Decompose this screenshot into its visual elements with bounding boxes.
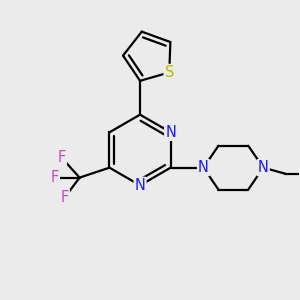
- Text: N: N: [165, 125, 176, 140]
- Text: N: N: [198, 160, 209, 175]
- Text: F: F: [51, 170, 59, 185]
- Text: F: F: [58, 150, 66, 165]
- Text: F: F: [61, 190, 69, 205]
- Text: S: S: [165, 65, 174, 80]
- Text: N: N: [258, 160, 269, 175]
- Text: N: N: [135, 178, 146, 193]
